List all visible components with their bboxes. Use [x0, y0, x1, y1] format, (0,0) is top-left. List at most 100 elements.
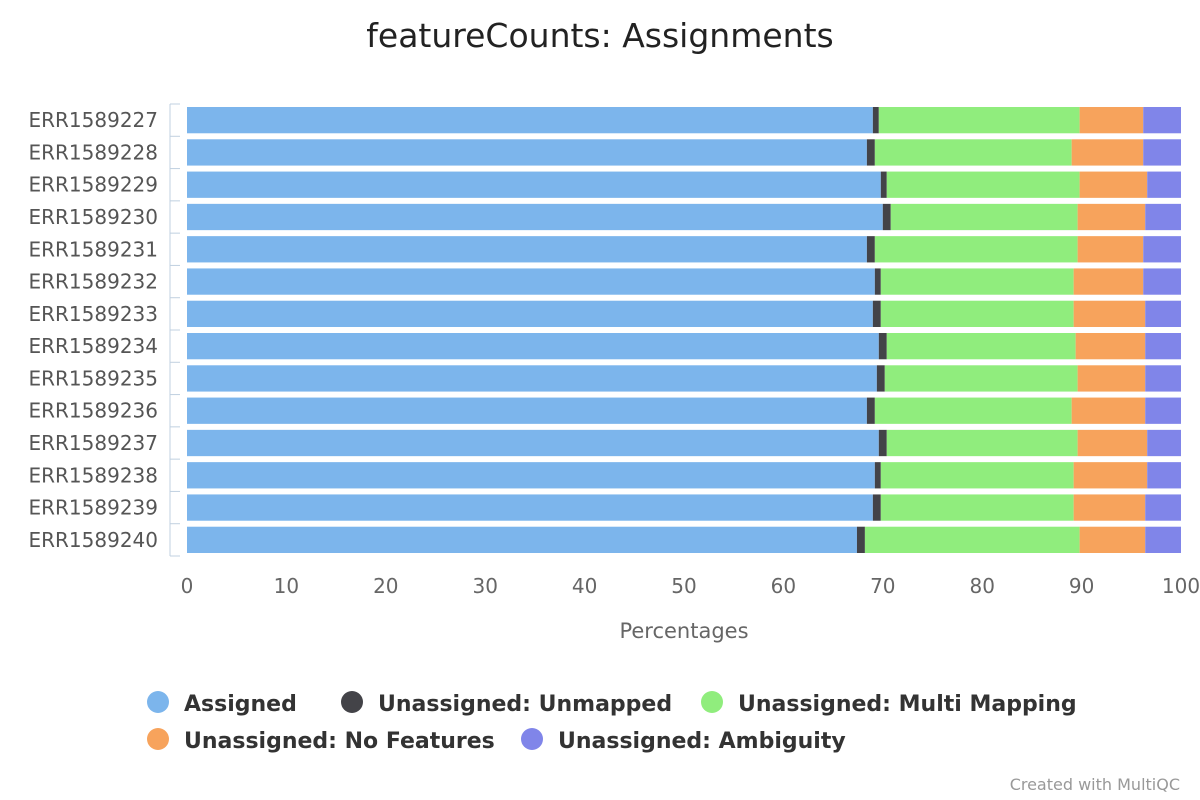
category-label: ERR1589233 [28, 302, 158, 326]
legend-item[interactable]: Unassigned: Multi Mapping [701, 691, 1077, 717]
bar-segment-unassigned-multi-mapping-err1589236[interactable] [874, 397, 1072, 424]
bar-segment-unassigned-ambiguity-err1589238[interactable] [1147, 462, 1181, 489]
bar-segment-unassigned-unmapped-err1589237[interactable] [878, 429, 887, 457]
chart-title: featureCounts: Assignments [366, 16, 833, 55]
category-label: ERR1589234 [28, 334, 158, 358]
category-label: ERR1589228 [28, 140, 158, 164]
bar-segment-unassigned-no-features-err1589231[interactable] [1077, 236, 1144, 263]
bar-segment-unassigned-ambiguity-err1589227[interactable] [1143, 107, 1181, 134]
bar-segment-unassigned-multi-mapping-err1589234[interactable] [886, 333, 1076, 360]
bar-segment-unassigned-unmapped-err1589229[interactable] [880, 171, 887, 198]
bar-segment-unassigned-ambiguity-err1589232[interactable] [1143, 268, 1181, 295]
bar-segment-unassigned-no-features-err1589239[interactable] [1073, 494, 1146, 521]
bar-segment-unassigned-no-features-err1589229[interactable] [1079, 171, 1148, 198]
bar-segment-unassigned-no-features-err1589234[interactable] [1075, 333, 1146, 360]
bar-segment-assigned-err1589236[interactable] [187, 397, 867, 424]
bar-segment-unassigned-unmapped-err1589235[interactable] [876, 365, 885, 392]
legend-item[interactable]: Unassigned: Unmapped [341, 691, 672, 717]
bar-segment-assigned-err1589239[interactable] [187, 494, 873, 521]
bar-segment-unassigned-ambiguity-err1589235[interactable] [1145, 365, 1181, 392]
bar-segment-unassigned-unmapped-err1589233[interactable] [872, 300, 881, 327]
bar-segment-unassigned-ambiguity-err1589236[interactable] [1145, 397, 1181, 424]
bar-segment-unassigned-no-features-err1589235[interactable] [1077, 365, 1146, 392]
bar-segment-unassigned-multi-mapping-err1589235[interactable] [884, 365, 1078, 392]
bar-segment-unassigned-multi-mapping-err1589237[interactable] [886, 429, 1078, 457]
bar-segment-unassigned-multi-mapping-err1589228[interactable] [874, 139, 1072, 166]
bar-segment-unassigned-unmapped-err1589240[interactable] [856, 526, 865, 553]
bar-segment-unassigned-no-features-err1589233[interactable] [1073, 300, 1146, 327]
bar-segment-assigned-err1589231[interactable] [187, 236, 867, 263]
x-tick-label: 30 [472, 574, 497, 598]
category-label: ERR1589227 [28, 108, 158, 132]
x-axis-title: Percentages [619, 619, 748, 643]
bar-segment-unassigned-no-features-err1589232[interactable] [1073, 268, 1144, 295]
bar-segment-unassigned-multi-mapping-err1589231[interactable] [874, 236, 1078, 263]
bar-segment-unassigned-ambiguity-err1589233[interactable] [1145, 300, 1181, 327]
bar-segment-unassigned-multi-mapping-err1589230[interactable] [890, 203, 1078, 231]
bar-segment-assigned-err1589233[interactable] [187, 300, 873, 327]
bar-segment-unassigned-ambiguity-err1589228[interactable] [1143, 139, 1181, 166]
bar-segment-unassigned-ambiguity-err1589230[interactable] [1145, 203, 1181, 231]
bar-segment-unassigned-ambiguity-err1589234[interactable] [1145, 333, 1181, 360]
x-tick-label: 70 [870, 574, 895, 598]
bar-segment-unassigned-ambiguity-err1589239[interactable] [1145, 494, 1181, 521]
legend-item[interactable]: Unassigned: No Features [147, 728, 495, 754]
bar-segment-unassigned-no-features-err1589227[interactable] [1079, 107, 1144, 134]
bar-segment-unassigned-no-features-err1589238[interactable] [1073, 462, 1148, 489]
bar-segment-unassigned-unmapped-err1589230[interactable] [882, 203, 891, 231]
bar-segment-unassigned-multi-mapping-err1589239[interactable] [880, 494, 1074, 521]
category-labels: ERR1589227 ERR1589228 ERR1589229 ERR1589230… [28, 108, 158, 552]
bar-segment-assigned-err1589232[interactable] [187, 268, 875, 295]
bar-segment-unassigned-unmapped-err1589227[interactable] [872, 107, 879, 134]
bar-segment-unassigned-ambiguity-err1589229[interactable] [1147, 171, 1181, 198]
category-label: ERR1589240 [28, 528, 158, 552]
bar-segment-unassigned-unmapped-err1589231[interactable] [866, 236, 875, 263]
bar-segment-unassigned-ambiguity-err1589240[interactable] [1145, 526, 1181, 553]
bar-segment-unassigned-ambiguity-err1589237[interactable] [1147, 429, 1181, 457]
bar-segment-assigned-err1589234[interactable] [187, 333, 879, 360]
legend-marker [341, 691, 363, 713]
x-tick-label: 20 [373, 574, 398, 598]
bar-segment-unassigned-ambiguity-err1589231[interactable] [1143, 236, 1181, 263]
x-tick-label: 10 [274, 574, 299, 598]
bars-layer [187, 107, 1181, 553]
bar-segment-assigned-err1589229[interactable] [187, 171, 881, 198]
bar-segment-unassigned-multi-mapping-err1589238[interactable] [880, 462, 1074, 489]
x-tick-label: 50 [671, 574, 696, 598]
bar-segment-unassigned-unmapped-err1589239[interactable] [872, 494, 881, 521]
axes-layer [169, 103, 180, 557]
legend-label: Assigned [184, 692, 297, 717]
bar-segment-unassigned-multi-mapping-err1589227[interactable] [878, 107, 1080, 134]
bar-segment-unassigned-no-features-err1589230[interactable] [1077, 203, 1146, 231]
legend-marker [147, 728, 169, 750]
bar-segment-unassigned-no-features-err1589236[interactable] [1071, 397, 1146, 424]
legend-label: Unassigned: No Features [184, 729, 495, 754]
legend-marker [147, 691, 169, 713]
bar-segment-unassigned-no-features-err1589237[interactable] [1077, 429, 1148, 457]
bar-segment-unassigned-no-features-err1589228[interactable] [1071, 139, 1144, 166]
bar-segment-unassigned-unmapped-err1589238[interactable] [874, 462, 881, 489]
legend-item[interactable]: Assigned [147, 691, 297, 717]
bar-segment-assigned-err1589240[interactable] [187, 526, 857, 553]
bar-segment-unassigned-multi-mapping-err1589240[interactable] [864, 526, 1080, 553]
bar-segment-assigned-err1589230[interactable] [187, 203, 883, 231]
bar-segment-unassigned-unmapped-err1589232[interactable] [874, 268, 881, 295]
bar-segment-unassigned-multi-mapping-err1589233[interactable] [880, 300, 1074, 327]
bar-segment-assigned-err1589235[interactable] [187, 365, 877, 392]
bar-segment-assigned-err1589238[interactable] [187, 462, 875, 489]
bar-segment-assigned-err1589228[interactable] [187, 139, 867, 166]
bar-segment-assigned-err1589227[interactable] [187, 107, 873, 134]
bar-segment-unassigned-multi-mapping-err1589229[interactable] [886, 171, 1080, 198]
legend-label: Unassigned: Ambiguity [558, 729, 846, 754]
bar-segment-unassigned-multi-mapping-err1589232[interactable] [880, 268, 1074, 295]
bar-segment-assigned-err1589237[interactable] [187, 429, 879, 457]
legend-item[interactable]: Unassigned: Ambiguity [521, 728, 846, 754]
credit-text[interactable]: Created with MultiQC [1010, 775, 1180, 794]
bar-segment-unassigned-unmapped-err1589234[interactable] [878, 333, 887, 360]
x-tick-label: 90 [1069, 574, 1094, 598]
bar-segment-unassigned-unmapped-err1589236[interactable] [866, 397, 875, 424]
bar-segment-unassigned-no-features-err1589240[interactable] [1079, 526, 1146, 553]
category-label: ERR1589231 [28, 237, 158, 261]
bar-segment-unassigned-unmapped-err1589228[interactable] [866, 139, 875, 166]
